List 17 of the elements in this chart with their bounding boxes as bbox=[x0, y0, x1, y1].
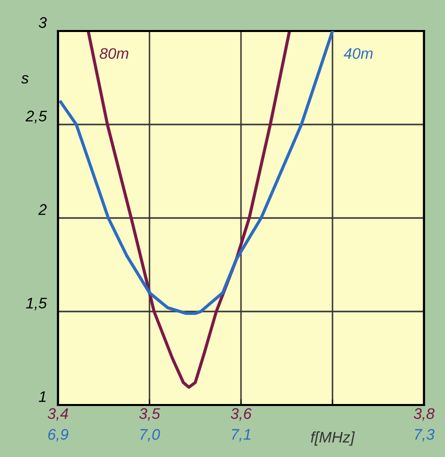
x2-tick-label: 7,0 bbox=[140, 429, 160, 442]
x-axis-title: f[MHz] bbox=[310, 431, 355, 446]
x2-tick-label: 6,9 bbox=[48, 429, 68, 442]
x-tick-label: 3,4 bbox=[48, 408, 68, 421]
y-tick-label: 2,5 bbox=[26, 110, 47, 124]
series-label: 80m bbox=[100, 48, 128, 59]
series-label: 40m bbox=[344, 48, 373, 59]
y-tick-label: 1,5 bbox=[26, 298, 47, 310]
x2-tick-label: 7,1 bbox=[232, 429, 250, 442]
y-tick-label: 1 bbox=[38, 391, 46, 402]
x2-tick-label: 7,3 bbox=[414, 429, 434, 442]
x-tick-label: 3,8 bbox=[414, 408, 435, 421]
y-tick-label: 2 bbox=[38, 204, 47, 215]
y-tick-label: 3 bbox=[38, 17, 47, 28]
y-axis-title: s bbox=[21, 75, 29, 84]
x-tick-label: 3,5 bbox=[139, 408, 160, 421]
x-tick-label: 3,6 bbox=[230, 408, 252, 421]
